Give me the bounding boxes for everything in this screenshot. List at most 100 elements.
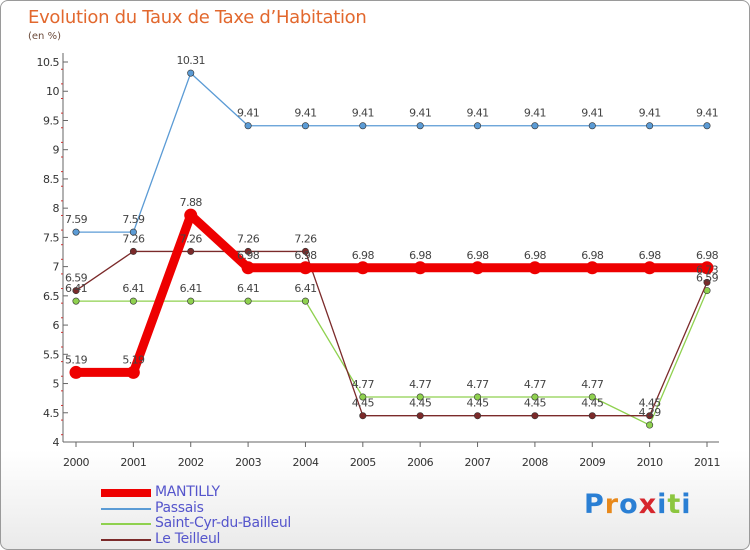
data-label: 4.45 [581,397,604,410]
data-label: 7.59 [122,213,145,226]
data-point [187,247,195,255]
data-label: 4.77 [581,378,604,391]
logo-letter: P [584,489,605,520]
data-label: 9.41 [466,107,488,120]
data-label: 6.98 [581,249,604,262]
series-line-saint-cyr-du-bailleul [75,289,708,426]
data-label: 7.26 [294,232,317,245]
data-label: 10.31 [176,54,205,67]
data-point [359,393,367,401]
data-point [184,208,198,222]
data-label: 6.98 [237,249,260,262]
data-label: 6.73 [696,263,719,276]
legend-item: Passais [101,499,401,517]
data-point [588,393,596,401]
x-tick-label: 2008 [522,456,548,469]
data-label: 6.98 [639,249,662,262]
data-label: 6.59 [696,272,719,285]
x-tick-label: 2007 [465,456,491,469]
data-label: 6.59 [65,272,88,285]
legend-label: Passais [155,499,204,516]
data-label: 6.41 [180,282,202,295]
data-label: 4.45 [466,397,489,410]
legend-swatch [101,507,151,510]
data-point [187,297,195,305]
data-point [528,261,542,275]
data-point [301,122,309,130]
y-tick-label: 6.5 [43,290,59,303]
data-point [244,297,252,305]
legend-swatch [101,489,151,497]
data-point [416,393,424,401]
logo-letter: r [604,489,620,520]
data-label: 6.98 [409,249,432,262]
data-label: 6.41 [294,282,316,295]
x-tick-label: 2011 [694,456,720,469]
data-point [129,228,137,236]
data-point [72,287,80,295]
data-point [416,412,424,420]
legend-item: Saint-Cyr-du-Bailleul [101,515,401,532]
data-label: 6.41 [237,282,259,295]
data-point [359,122,367,130]
data-point [129,247,137,255]
data-point [298,261,312,275]
data-point [585,261,599,275]
y-tick-label: 7.5 [43,231,59,244]
x-tick-label: 2001 [120,456,146,469]
data-point [531,393,539,401]
data-point [241,261,255,275]
x-tick-label: 2000 [63,456,89,469]
chart-subtitle: (en %) [28,31,61,42]
x-tick-label: 2003 [235,456,261,469]
data-point [129,297,137,305]
logo-letter: t [667,489,682,520]
data-point [72,297,80,305]
legend-label: MANTILLY [155,484,220,500]
data-label: 4.45 [352,397,375,410]
data-point [72,228,80,236]
data-label: 6.98 [352,249,375,262]
data-label: 7.26 [122,232,145,245]
data-point [301,297,309,305]
data-label: 4.77 [524,378,547,391]
data-point [187,69,195,77]
data-label: 4.29 [639,406,662,419]
data-label: 4.77 [409,378,432,391]
data-label: 7.26 [180,232,203,245]
data-label: 6.98 [294,249,317,262]
data-label: 9.41 [581,107,603,120]
y-tick-label: 4.5 [43,407,59,420]
chart-title: Evolution du Taux de Taxe d’Habitation [28,7,367,28]
data-label: 4.77 [466,378,489,391]
y-tick-label: 9.5 [43,114,59,127]
data-label: 6.98 [696,249,719,262]
logo-letter: x [638,489,658,520]
y-tick-label: 5.5 [43,348,59,361]
data-point [244,122,252,130]
x-tick-label: 2009 [579,456,605,469]
y-tick-label: 7 [53,261,60,274]
data-label: 7.26 [237,232,260,245]
x-tick-label: 2005 [350,456,376,469]
data-point [474,412,482,420]
data-point [588,412,596,420]
x-tick-label: 2010 [637,456,663,469]
legend-label: Saint-Cyr-du-Bailleul [155,515,291,531]
data-label: 6.98 [466,249,489,262]
legend-swatch [101,538,151,541]
data-point [703,278,711,286]
data-point [646,421,654,429]
data-point [703,122,711,130]
y-tick-label: 9 [53,144,60,157]
data-label: 4.77 [352,378,375,391]
data-point [244,247,252,255]
data-point [413,261,427,275]
legend-item: Le Teilleul [101,531,401,548]
data-label: 7.88 [180,196,203,209]
data-label: 5.19 [65,353,88,366]
data-point [356,261,370,275]
logo-letter: o [619,489,639,520]
data-label: 9.41 [237,107,259,120]
